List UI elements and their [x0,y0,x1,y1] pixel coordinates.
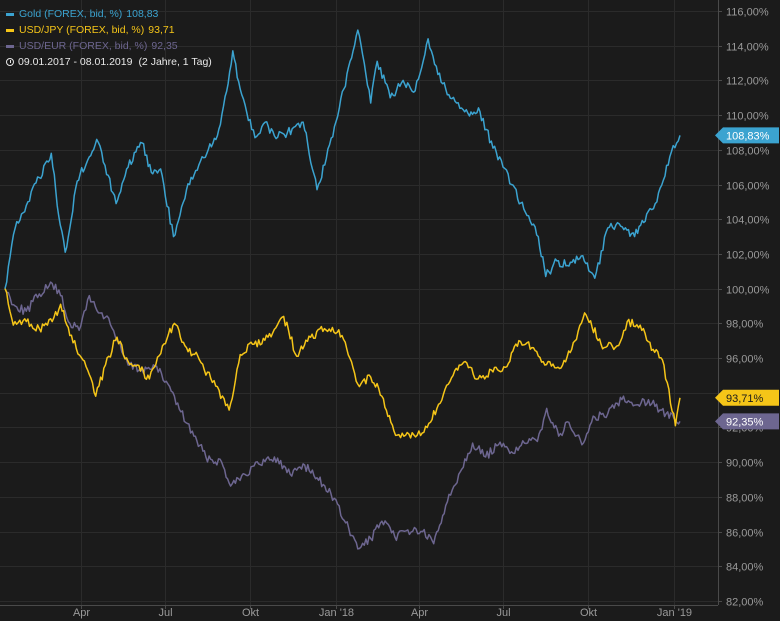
series-line-0 [4,29,681,289]
series-lines [4,29,681,550]
date-range-span: (2 Jahre, 1 Tag) [138,56,212,68]
y-tick-label: 102,00% [726,250,770,262]
last-value-label: 92,35% [726,416,764,428]
x-tick-label: Jan '18 [319,607,354,619]
y-tick-label: 100,00% [726,285,770,297]
y-tick-label: 96,00% [726,354,764,366]
y-tick-label: 98,00% [726,319,764,331]
legend-item-usdeur[interactable]: USD/EUR (FOREX, bid, %) 92,35 [6,38,212,54]
y-tick-label: 86,00% [726,528,764,540]
last-value-flag-shape [715,389,779,406]
y-tick-label: 104,00% [726,215,770,227]
legend-swatch-usdeur [6,44,14,48]
legend-swatch-usdjpy [6,28,14,32]
last-value-label: 108,83% [726,130,770,142]
y-tick-label: 112,00% [726,76,769,88]
y-tick-label: 108,00% [726,146,770,158]
series-line-1 [4,288,681,439]
legend-swatch-gold [6,12,14,16]
last-value-flag-shape [715,127,779,144]
y-tick-label: 88,00% [726,493,764,505]
legend-item-usdjpy[interactable]: USD/JPY (FOREX, bid, %) 93,71 [6,22,212,38]
legend-last-gold: 108,83 [126,8,159,20]
y-tick-label: 84,00% [726,562,764,574]
last-value-labels: 92,35% 93,71% 108,83% [715,127,779,430]
legend-last-usdeur: 92,35 [151,40,178,52]
legend-last-usdjpy: 93,71 [148,24,175,36]
legend-label-usdeur: USD/EUR (FOREX, bid, %) [19,40,148,52]
grid-lines [0,0,718,605]
date-range[interactable]: 09.01.2017 - 08.01.2019 (2 Jahre, 1 Tag) [6,54,212,70]
x-tick-label: Apr [73,607,90,619]
y-tick-label: 90,00% [726,458,764,470]
date-range-dates: 09.01.2017 - 08.01.2019 [18,56,133,68]
x-tick-label: Okt [580,607,597,619]
x-tick-label: Jul [496,607,510,619]
legend-item-gold[interactable]: Gold (FOREX, bid, %) 108,83 [6,6,212,22]
x-tick-label: Apr [411,607,428,619]
x-tick-label: Jul [158,607,172,619]
x-tick-label: Jan '19 [657,607,692,619]
y-tick-label: 106,00% [726,181,770,193]
last-value-flag-2: 92,35% [715,413,779,430]
clock-icon [6,58,14,66]
legend-label-usdjpy: USD/JPY (FOREX, bid, %) [19,24,145,36]
last-value-label: 93,71% [726,393,764,405]
legend: Gold (FOREX, bid, %) 108,83 USD/JPY (FOR… [6,6,212,70]
y-tick-label: 116,00% [726,7,769,19]
last-value-flag-0: 108,83% [715,127,779,144]
last-value-flag-shape [715,413,779,430]
y-tick-label: 82,00% [726,597,764,609]
last-value-flag-1: 93,71% [715,389,779,406]
y-tick-label: 110,00% [726,111,769,123]
x-axis-ticks: Apr Jul Okt Jan '18 Apr Jul Okt Jan '19 [73,605,692,619]
y-tick-label: 114,00% [726,42,769,54]
legend-label-gold: Gold (FOREX, bid, %) [19,8,123,20]
x-tick-label: Okt [242,607,259,619]
